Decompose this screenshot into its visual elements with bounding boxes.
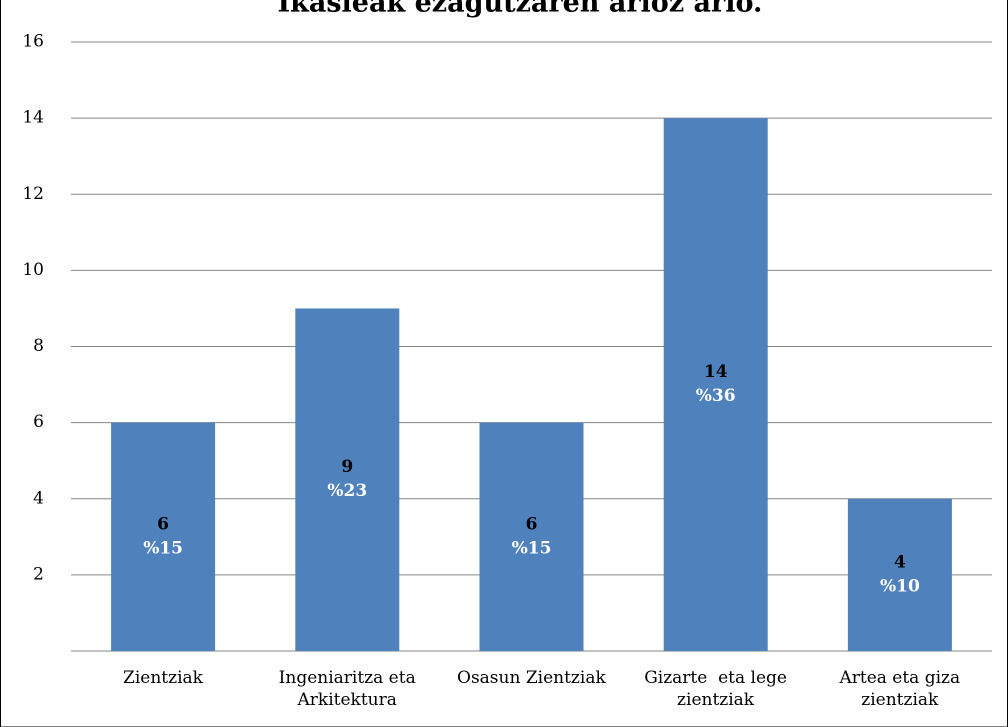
y-tick-label: 16 [22,32,44,52]
x-tick-label: Osasun Zientziak [457,668,606,688]
y-tick-label: 6 [33,412,44,432]
share-label: %10 [880,576,920,596]
y-tick-label: 4 [33,488,44,508]
y-tick-label: 12 [22,184,44,204]
y-tick-label: 10 [22,260,44,280]
y-tick-label: 8 [33,336,44,356]
bar [295,308,400,651]
y-tick-label: 2 [33,564,44,584]
y-tick-label: 14 [22,108,44,128]
share-label: %36 [696,386,736,406]
share-label: %15 [143,538,183,558]
data-label: 6 [526,514,538,534]
chart-title: Ikasleak ezagutzaren arloz arlo. [278,0,763,19]
x-tick-label: Ingeniaritza eta Arkitektura [278,668,422,710]
data-label: 14 [704,362,728,382]
x-tick-label: Artea eta giza zientziak [839,668,966,710]
bar [111,422,216,651]
data-label: 9 [341,457,353,477]
bar [479,422,584,651]
x-tick-label: Zientziak [123,668,203,688]
share-label: %15 [512,538,552,558]
share-label: %23 [327,481,367,501]
x-tick-label: Gizarte eta lege zientziak [644,668,793,710]
bar [663,118,768,651]
data-label: 4 [894,552,906,572]
bar [847,498,952,651]
data-label: 6 [157,514,169,534]
